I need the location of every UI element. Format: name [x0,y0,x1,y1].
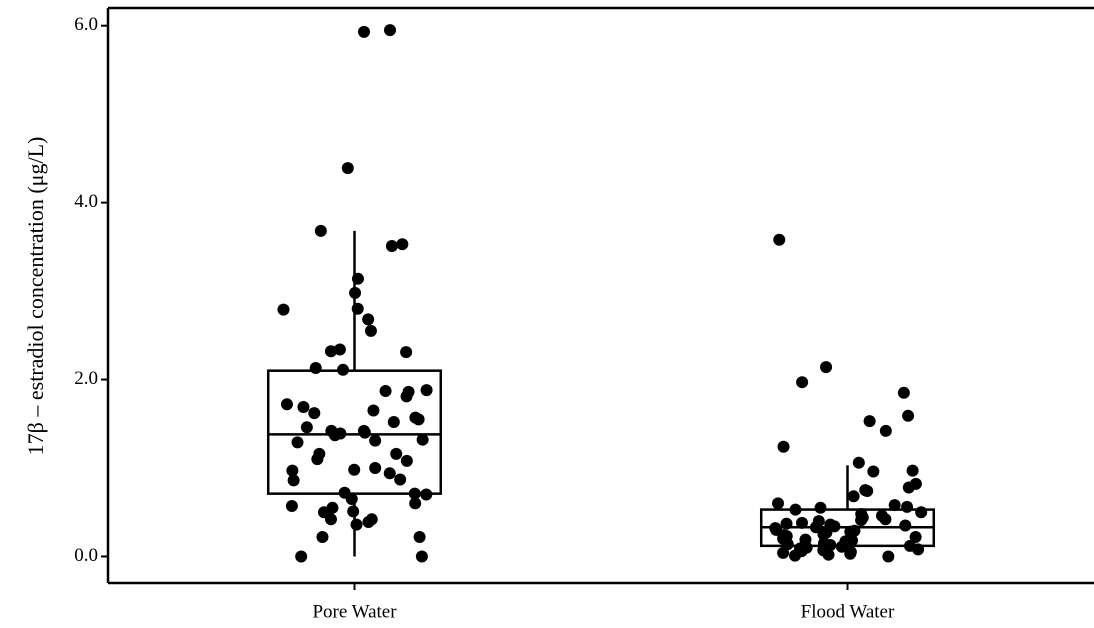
data-point [345,492,358,505]
data-point [817,528,830,541]
data-point [789,549,802,562]
data-point [855,514,868,527]
data-point [347,505,360,518]
data-point [781,538,794,551]
data-point [390,447,403,460]
data-point [337,363,350,376]
data-point [394,473,407,486]
data-point [313,447,326,460]
data-point [300,421,313,434]
data-point [906,464,919,477]
data-point [863,415,876,428]
data-point [358,25,371,38]
data-point [349,286,362,299]
data-point [280,398,293,411]
data-point [867,465,880,478]
data-point [358,426,371,439]
data-point [844,547,857,560]
data-point [777,546,790,559]
data-point [789,503,802,516]
data-point [316,531,329,543]
data-point [773,233,786,246]
data-point [325,513,338,526]
data-point [897,386,910,399]
x-tick-label: Pore Water [312,601,397,622]
x-tick-label: Flood Water [801,601,895,622]
data-point [362,515,375,528]
data-point [820,361,833,374]
data-point [416,433,429,446]
data-point [362,313,375,326]
data-point [287,474,300,487]
data-point [879,424,892,437]
data-point [396,238,409,251]
data-point [384,24,397,37]
data-point [408,487,421,500]
data-point [383,467,396,480]
data-point [364,324,377,337]
data-point [309,362,322,375]
data-point [915,506,928,519]
data-point [420,384,433,397]
y-tick-label: 2.0 [74,368,98,389]
data-point [814,501,827,514]
data-point [334,427,347,440]
data-point [777,440,790,453]
data-point [387,416,400,428]
data-point [369,462,382,474]
data-point [899,519,912,532]
y-tick-label: 0.0 [74,545,98,566]
data-point [385,239,398,252]
data-point [796,516,809,529]
data-point [324,345,337,358]
data-point [351,272,364,285]
data-point [888,499,901,512]
data-point [333,343,346,356]
data-point [772,497,785,510]
data-point [291,436,304,449]
data-point [351,302,364,315]
data-point [882,550,895,563]
data-point [348,463,361,476]
data-point [400,454,413,467]
data-point [341,162,354,175]
data-point [413,531,426,543]
y-axis-label: 17β – estradiol concentration (μg/L) [23,137,48,456]
data-point [912,543,925,556]
data-point [902,409,915,422]
data-point [350,518,363,531]
data-point [901,500,914,513]
data-point [285,500,298,513]
data-point [822,548,835,561]
data-point [400,346,413,359]
y-tick-label: 6.0 [74,14,98,35]
data-point [415,550,428,563]
data-point [879,513,892,526]
y-tick-label: 4.0 [74,191,98,212]
data-point [847,490,860,503]
data-point [420,488,433,501]
data-point [852,456,865,469]
data-point [314,224,327,237]
data-point [780,517,793,530]
data-point [409,497,422,510]
data-point [297,400,310,413]
data-point [809,521,822,534]
data-point [400,390,413,403]
data-point [295,550,308,563]
data-point [909,531,922,543]
data-point [835,540,848,553]
data-point [277,303,290,316]
data-point [796,376,809,389]
data-point [379,385,392,398]
data-point [367,404,380,417]
data-point [369,434,382,447]
data-point [859,484,872,497]
data-point [308,407,321,420]
data-point [902,481,915,494]
data-point [286,464,299,477]
data-point [409,411,422,424]
